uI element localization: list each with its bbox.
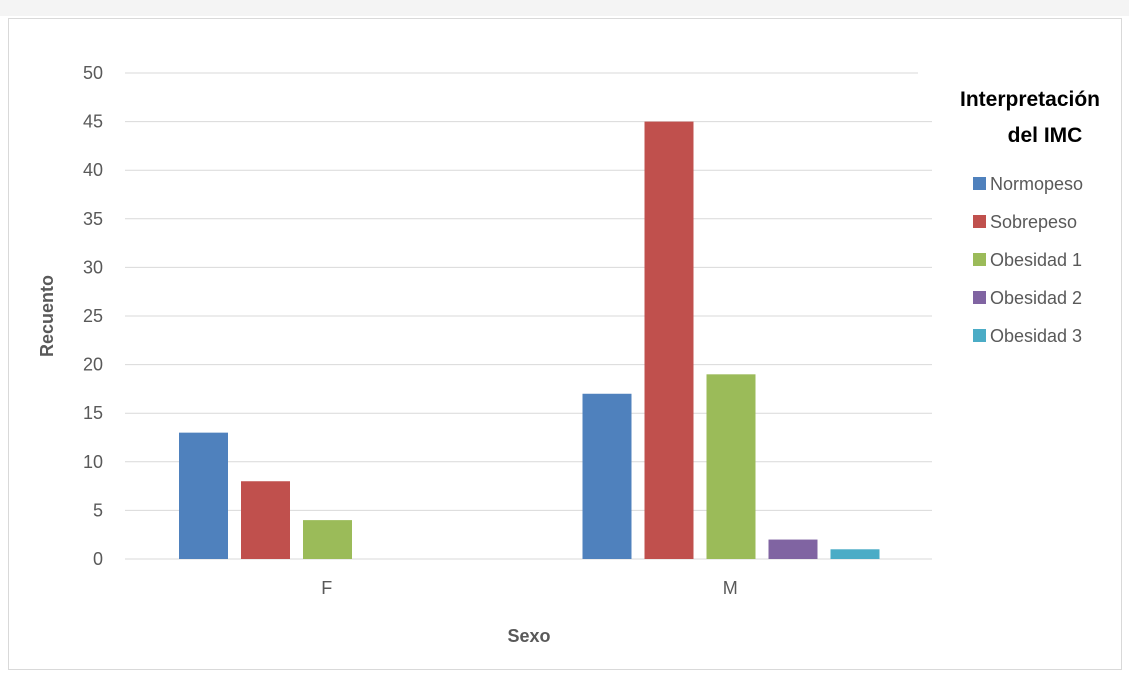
legend-swatch (973, 253, 986, 266)
bars (179, 121, 880, 559)
background-strip (0, 0, 1129, 16)
gridlines (125, 72, 932, 560)
legend-label: Obesidad 3 (990, 326, 1082, 346)
bar-F-obesidad-1 (303, 520, 352, 559)
y-tick-label: 35 (83, 209, 103, 229)
bar-F-sobrepeso (241, 481, 290, 559)
bar-M-obesidad-2 (768, 539, 818, 559)
y-tick-labels: 0 5 10 15 20 25 30 35 40 45 50 (83, 63, 103, 569)
y-tick-label: 30 (83, 257, 103, 277)
y-tick-label: 10 (83, 452, 103, 472)
bar-M-normopeso (582, 393, 632, 559)
y-tick-label: 20 (83, 355, 103, 375)
legend-label: Sobrepeso (990, 212, 1077, 232)
y-tick-label: 25 (83, 306, 103, 326)
bar-F-normopeso (179, 432, 228, 559)
legend-swatch (973, 329, 986, 342)
x-axis-title: Sexo (507, 626, 550, 646)
legend-title-line-1: Interpretación (960, 88, 1100, 111)
legend-label: Obesidad 1 (990, 250, 1082, 270)
bar-M-obesidad-3 (830, 549, 880, 559)
legend-label: Normopeso (990, 174, 1083, 194)
y-tick-label: 50 (83, 63, 103, 83)
legend-swatch (973, 215, 986, 228)
legend-swatch (973, 177, 986, 190)
legend-label: Obesidad 2 (990, 288, 1082, 308)
y-tick-label: 5 (93, 500, 103, 520)
legend-swatch (973, 291, 986, 304)
y-tick-label: 15 (83, 403, 103, 423)
legend-title-line-2: del IMC (1008, 124, 1083, 147)
y-tick-label: 40 (83, 160, 103, 180)
y-tick-label: 45 (83, 112, 103, 132)
y-axis-title: Recuento (37, 275, 57, 357)
chart-frame (8, 18, 1122, 670)
x-tick-label: M (723, 578, 738, 598)
y-tick-label: 0 (93, 549, 103, 569)
bar-M-obesidad-1 (706, 374, 756, 559)
bar-M-sobrepeso (644, 121, 694, 559)
legend: Interpretación del IMC Normopeso Sobrepes… (960, 88, 1100, 346)
x-tick-label: F (321, 578, 332, 598)
